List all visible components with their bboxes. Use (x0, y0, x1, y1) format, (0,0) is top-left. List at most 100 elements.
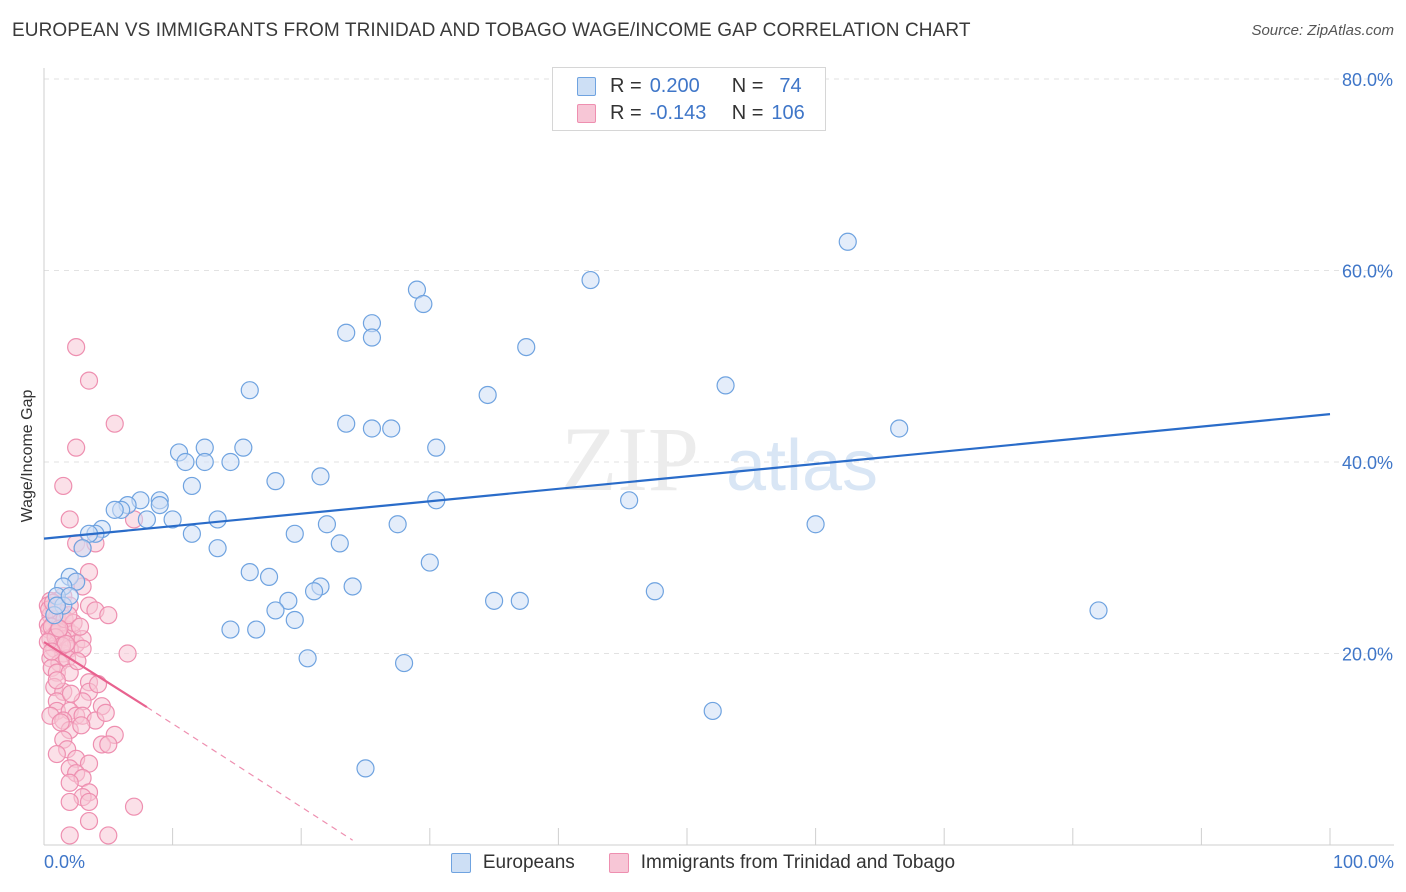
legend-n-value: 74 (779, 74, 802, 97)
data-point-immigrants (51, 713, 70, 732)
data-point-europeans (285, 610, 304, 630)
data-point-europeans (208, 510, 227, 529)
data-point-europeans (427, 438, 446, 457)
data-point-immigrants (124, 797, 144, 816)
data-point-europeans (317, 515, 337, 534)
data-point-europeans (259, 567, 279, 587)
data-point-immigrants (79, 792, 99, 812)
data-point-europeans (240, 381, 259, 400)
data-point-europeans (645, 582, 664, 601)
axes (43, 68, 1394, 846)
data-point-europeans (311, 467, 330, 486)
data-point-europeans (330, 534, 349, 553)
data-point-immigrants (99, 735, 118, 754)
data-point-europeans (221, 452, 240, 472)
data-point-europeans (73, 539, 92, 558)
y-tick-label: 40.0% (1342, 453, 1393, 473)
data-point-europeans (150, 495, 169, 515)
data-point-europeans (240, 563, 259, 582)
data-point-immigrants (61, 684, 81, 703)
data-point-europeans (247, 620, 266, 639)
legend-r-label: R = (610, 74, 642, 97)
legend-item-europeans[interactable]: Europeans (450, 852, 575, 874)
legend-n-value: 106 (771, 101, 805, 124)
data-point-europeans (137, 510, 156, 529)
data-point-europeans (343, 577, 362, 596)
data-point-europeans (285, 524, 304, 543)
data-point-europeans (337, 323, 356, 342)
data-point-immigrants (99, 826, 118, 845)
data-point-europeans (234, 438, 253, 457)
data-point-europeans (581, 270, 600, 290)
legend-n-label: N = (731, 101, 764, 124)
legend-n-label: N = (731, 74, 764, 97)
data-point-europeans (356, 759, 375, 778)
data-point-europeans (394, 653, 414, 673)
legend-swatch-blue (450, 853, 471, 873)
data-point-europeans (362, 328, 382, 347)
data-point-immigrants (56, 634, 75, 654)
data-point-europeans (716, 376, 735, 395)
data-point-immigrants (105, 414, 124, 433)
data-point-europeans (420, 553, 439, 572)
data-point-europeans (510, 591, 529, 610)
legend-item-immigrants[interactable]: Immigrants from Trinidad and Tobago (608, 852, 955, 874)
y-tick-label: 60.0% (1342, 262, 1393, 282)
data-point-europeans (182, 476, 201, 496)
watermark: ZIP atlas (561, 408, 878, 510)
data-point-europeans (60, 586, 79, 606)
gridlines (44, 78, 1394, 654)
data-point-europeans (176, 452, 195, 472)
data-point-europeans (304, 582, 324, 601)
data-point-europeans (485, 591, 504, 610)
legend-label-europeans: Europeans (482, 852, 575, 873)
data-point-immigrants (88, 675, 108, 694)
data-point-immigrants (47, 744, 66, 764)
data-point-immigrants (72, 716, 91, 735)
data-point-europeans (266, 472, 285, 491)
data-point-europeans (517, 338, 536, 357)
y-tick-label: 80.0% (1342, 70, 1393, 90)
y-tick-label: 20.0% (1342, 645, 1393, 665)
legend-r-value: 0.200 (649, 74, 700, 97)
data-point-immigrants (60, 773, 79, 792)
legend-swatch-pink (608, 853, 629, 873)
chart-title: EUROPEAN VS IMMIGRANTS FROM TRINIDAD AND… (12, 20, 971, 41)
data-point-europeans (208, 539, 227, 558)
correlation-legend: R = 0.200 N = 74 R = -0.143 N = 106 (552, 67, 826, 131)
legend-swatch-pink (577, 103, 596, 123)
data-point-immigrants (60, 510, 79, 529)
data-point-europeans (195, 452, 214, 472)
data-point-immigrants (67, 438, 86, 457)
legend-r-label: R = (610, 101, 642, 124)
data-point-europeans (382, 419, 401, 438)
data-point-europeans (47, 596, 66, 615)
data-point-europeans (266, 601, 285, 620)
data-point-europeans (838, 232, 857, 251)
legend-r-value: -0.143 (649, 101, 707, 124)
legend-row-immigrants: R = -0.143 N = 106 (577, 100, 805, 126)
data-point-immigrants (47, 671, 66, 690)
data-point-immigrants (60, 792, 79, 812)
x-tick-label-max: 100.0% (1332, 852, 1394, 872)
trend-line-immigrants-extrapolated (146, 706, 353, 841)
data-point-europeans (279, 591, 298, 610)
data-point-europeans (298, 649, 317, 668)
data-point-europeans (163, 510, 182, 529)
data-point-immigrants (70, 617, 90, 636)
data-point-immigrants (96, 703, 115, 722)
trend-line-europeans (43, 413, 1331, 540)
data-point-europeans (1089, 601, 1108, 620)
data-point-europeans (105, 500, 124, 519)
data-point-europeans (890, 419, 909, 438)
data-point-europeans (362, 419, 382, 438)
trend-line-immigrants (43, 641, 148, 709)
data-point-europeans (703, 701, 722, 721)
data-point-europeans (620, 491, 639, 510)
data-point-immigrants (54, 476, 73, 496)
data-point-europeans (478, 385, 497, 405)
data-point-immigrants (79, 811, 99, 831)
data-point-europeans (337, 414, 356, 433)
data-point-immigrants (99, 606, 118, 625)
